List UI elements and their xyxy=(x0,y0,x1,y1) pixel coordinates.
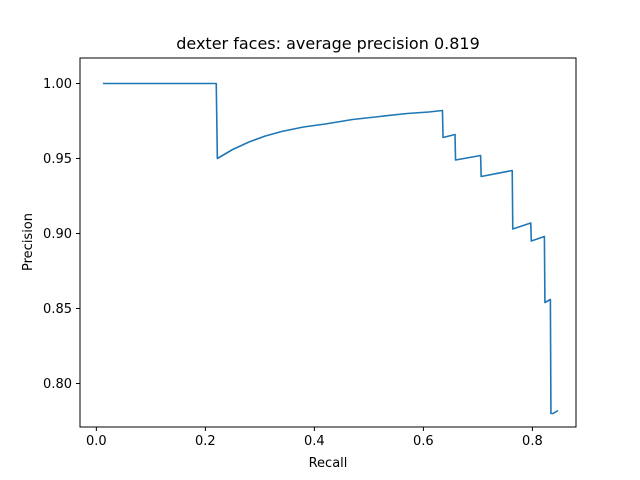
x-tick-label: 0.0 xyxy=(86,434,107,449)
x-axis: 0.0 0.2 0.4 0.6 0.8 xyxy=(86,427,543,449)
x-axis-label: Recall xyxy=(309,456,348,471)
x-tick-label: 0.4 xyxy=(304,434,325,449)
series-line-0 xyxy=(102,82,559,415)
y-tick-label: 0.90 xyxy=(43,227,72,242)
y-axis: 0.80 0.85 0.90 0.95 1.00 xyxy=(43,77,80,392)
x-tick-label: 0.6 xyxy=(413,434,434,449)
axes-frame xyxy=(79,57,577,428)
y-tick-label: 0.85 xyxy=(43,302,72,317)
y-tick-label: 0.80 xyxy=(43,377,72,392)
plot-area xyxy=(102,82,559,415)
y-tick-label: 1.00 xyxy=(43,77,72,92)
chart-title: dexter faces: average precision 0.819 xyxy=(176,34,480,53)
x-tick-label: 0.2 xyxy=(195,434,216,449)
x-tick-label: 0.8 xyxy=(522,434,543,449)
y-axis-label: Precision xyxy=(21,213,36,271)
y-tick-label: 0.95 xyxy=(43,152,72,167)
